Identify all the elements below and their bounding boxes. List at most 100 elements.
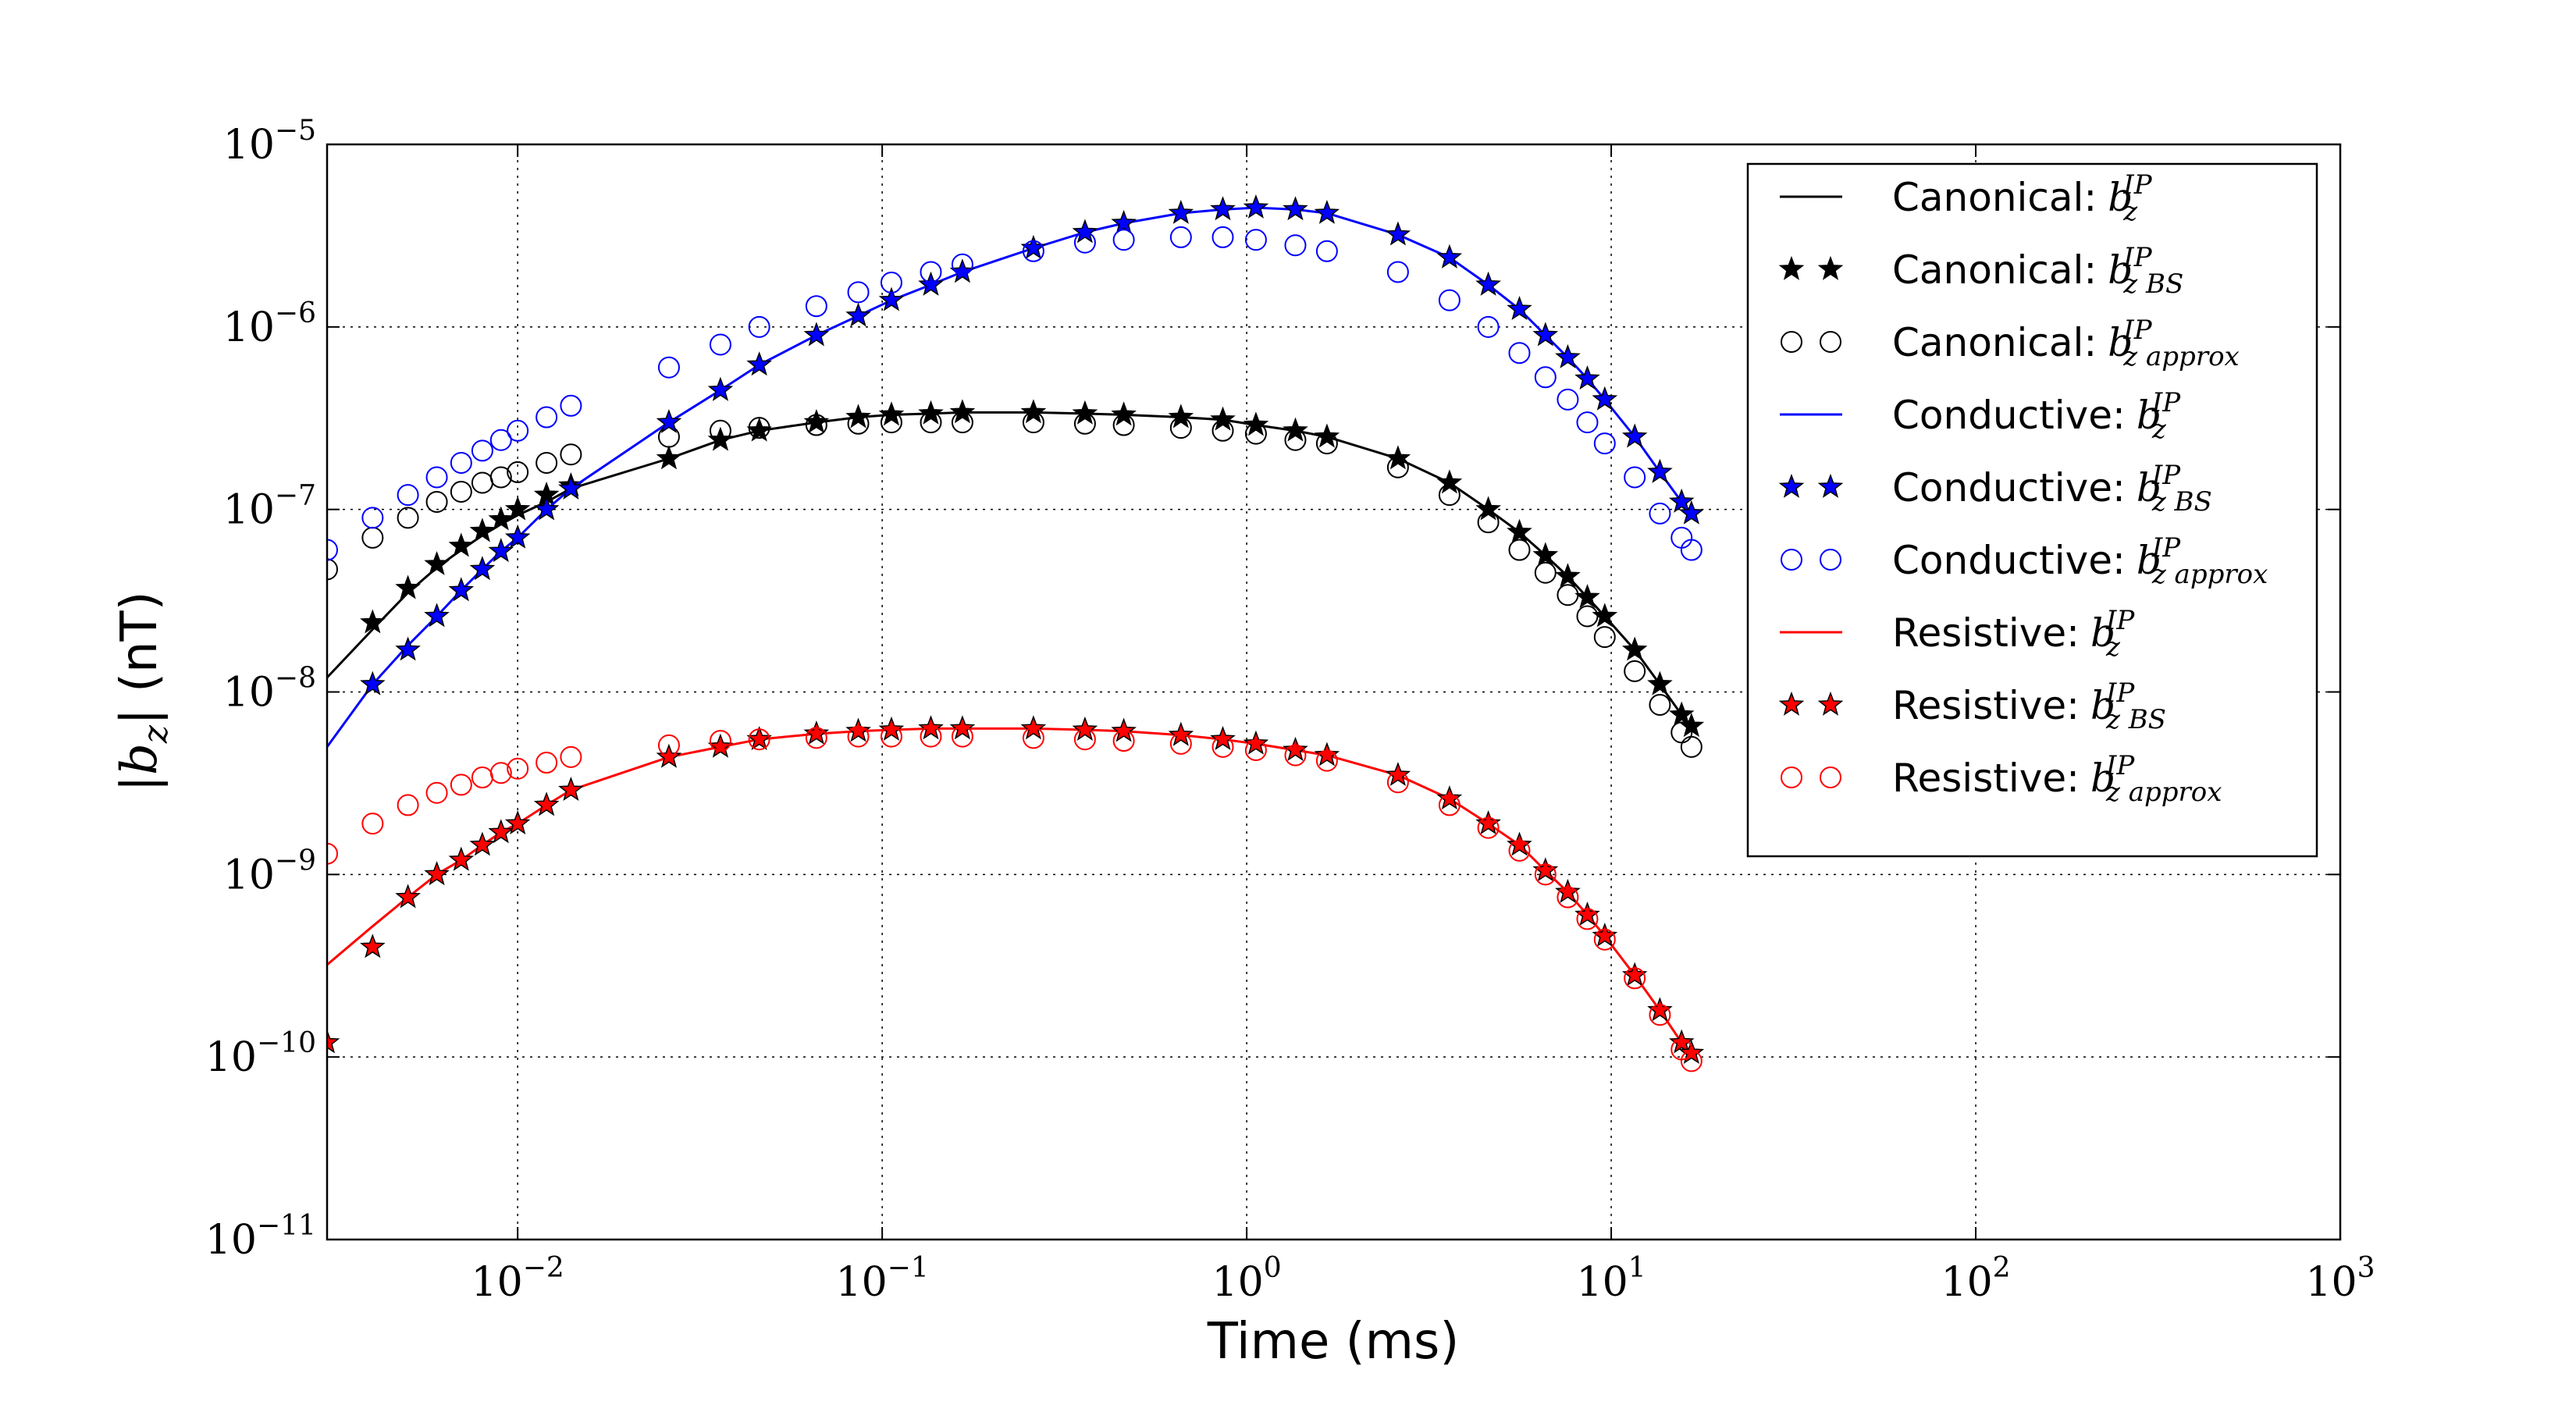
circle-marker — [880, 725, 902, 748]
star-marker — [395, 574, 421, 599]
circle-marker — [450, 774, 472, 796]
legend-symbol-sup: IP — [2151, 460, 2181, 491]
star-marker — [1210, 726, 1236, 751]
star-marker — [1532, 542, 1559, 567]
circle-marker — [1212, 735, 1234, 758]
star-marker — [1111, 401, 1137, 426]
circle-marker — [535, 406, 558, 429]
circle-marker — [1534, 863, 1557, 886]
legend-marker — [1778, 473, 1805, 498]
star-marker — [504, 496, 531, 521]
circle-marker — [535, 451, 558, 474]
circle-marker — [880, 272, 902, 294]
circle-marker — [1438, 794, 1461, 816]
circle-marker — [1557, 886, 1579, 909]
star-marker — [918, 271, 944, 296]
star-marker — [558, 475, 584, 500]
star-marker — [533, 496, 560, 521]
tick-label-base: 10 — [836, 1259, 888, 1306]
circle-marker — [450, 481, 472, 503]
star-marker — [360, 609, 386, 634]
tick-label: 10−2 — [471, 1252, 564, 1306]
circle-marker — [397, 794, 419, 816]
star-marker — [1243, 194, 1269, 219]
star-marker — [1436, 469, 1463, 494]
star-marker — [1647, 997, 1673, 1022]
circle-marker — [748, 728, 770, 751]
circle-marker — [1508, 839, 1531, 862]
star-marker — [1555, 878, 1581, 903]
star-marker — [1436, 244, 1463, 269]
tick-label-exponent: −7 — [275, 480, 316, 512]
tick-label: 10−10 — [205, 1027, 316, 1081]
circle-marker — [657, 734, 680, 756]
circle-marker — [847, 281, 870, 304]
legend-symbol-base: b — [2108, 175, 2133, 220]
star-marker — [746, 726, 772, 751]
star-marker — [1020, 399, 1047, 424]
circle-marker — [1534, 561, 1557, 584]
y-axis-label: |bz| (nT) — [111, 591, 176, 791]
legend-label: Resistive: b — [1892, 756, 2115, 801]
star-marker — [504, 810, 531, 835]
star-marker — [1283, 196, 1308, 221]
star-marker — [1507, 831, 1532, 856]
circle-marker — [327, 842, 338, 865]
star-marker — [803, 322, 830, 347]
circle-marker — [1649, 1004, 1671, 1026]
circle-marker — [507, 461, 529, 483]
legend-label: Conductive: b — [1892, 393, 2161, 438]
legend-symbol-sup: IP — [2122, 315, 2152, 346]
tick-label-base: 10 — [205, 1034, 257, 1081]
legend-label: Canonical: b — [1892, 320, 2133, 365]
circle-marker — [489, 429, 512, 451]
star-marker — [469, 556, 496, 581]
star-marker — [1507, 518, 1532, 543]
circle-marker — [1593, 432, 1616, 455]
tick-label: 10−8 — [223, 663, 316, 717]
star-marker — [1385, 221, 1411, 246]
legend-symbol-sub: z — [2122, 196, 2138, 227]
star-marker — [845, 302, 871, 327]
circle-marker — [805, 295, 827, 318]
legend-symbol-sup: IP — [2151, 532, 2181, 564]
circle-marker — [748, 417, 770, 439]
y-label-post: | (nT) — [111, 591, 169, 725]
star-marker — [1647, 458, 1673, 483]
circle-marker — [489, 762, 512, 784]
circle-marker — [1073, 728, 1096, 751]
circle-marker — [1680, 735, 1703, 758]
star-marker — [746, 417, 772, 442]
star-marker — [469, 831, 496, 856]
circle-marker — [327, 539, 338, 561]
circle-marker — [1284, 744, 1307, 767]
circle-marker — [1212, 226, 1234, 248]
circle-marker — [397, 484, 419, 507]
circle-marker — [1073, 412, 1096, 435]
legend-marker — [1817, 255, 1844, 280]
circle-marker — [1169, 732, 1192, 755]
circle-marker — [1649, 502, 1671, 525]
circle-marker — [1022, 727, 1044, 749]
tick-label: 10−9 — [223, 845, 316, 898]
star-marker — [707, 376, 734, 401]
circle-marker — [425, 466, 448, 489]
circle-marker — [1624, 660, 1646, 682]
circle-marker — [1438, 289, 1461, 311]
circle-marker — [1557, 388, 1579, 411]
star-marker — [424, 603, 450, 628]
circle-marker — [489, 466, 512, 489]
circle-marker — [1624, 967, 1646, 990]
circle-marker — [1438, 484, 1461, 507]
legend-marker — [1817, 691, 1844, 716]
star-marker — [469, 518, 496, 542]
star-marker — [1210, 406, 1236, 431]
star-marker — [1314, 199, 1340, 224]
star-marker — [949, 715, 976, 740]
legend-name: Resistive: — [1892, 610, 2080, 656]
tick-label-base: 10 — [1577, 1259, 1628, 1306]
star-marker — [918, 715, 944, 740]
circle-marker — [709, 419, 731, 442]
star-marker — [424, 861, 450, 886]
star-marker — [1555, 563, 1581, 588]
